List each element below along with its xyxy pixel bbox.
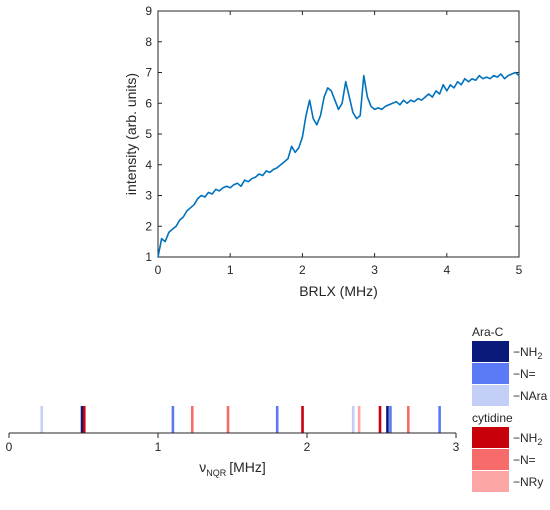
y-tick-label: 9 — [145, 4, 152, 18]
legend-label-main: −NH — [513, 345, 537, 359]
legend-label: −NRy — [513, 475, 543, 489]
y-tick-label: 7 — [145, 66, 152, 80]
legend-swatch — [472, 471, 509, 492]
legend-label-subscript: 2 — [537, 351, 542, 361]
legend-label-subscript: 2 — [537, 437, 542, 447]
x-tick-label: 1 — [155, 440, 162, 454]
nqr-lines — [40, 406, 441, 433]
legend-label: −NH2 — [513, 345, 542, 361]
legend-swatch — [472, 341, 509, 362]
legend-label-main: −NRy — [513, 475, 543, 489]
x-tick-label: 4 — [443, 263, 450, 277]
y-tick-label: 3 — [145, 189, 152, 203]
nu-symbol: ν — [199, 459, 206, 475]
top-x-axis-label: BRLX (MHz) — [299, 283, 378, 299]
legend-group-title: Ara-C — [472, 325, 504, 339]
y-tick-label: 8 — [145, 35, 152, 49]
legend-label-main: −NAra — [513, 389, 548, 403]
legend-group-title: cytidine — [472, 411, 513, 425]
y-tick-label: 6 — [145, 96, 152, 110]
legend-label: −NAra — [513, 389, 548, 403]
series-line — [157, 71, 520, 258]
top-x-ticks: 0 1 2 3 4 5 — [155, 11, 523, 277]
legend-swatch — [472, 449, 509, 470]
legend-label-main: −NH — [513, 431, 537, 445]
x-tick-label: 3 — [453, 440, 460, 454]
x-tick-label: 2 — [304, 440, 311, 454]
legend-swatch — [472, 363, 509, 384]
bottom-x-axis-label: νNQR [MHz] — [199, 459, 266, 478]
top-plot-frame — [157, 10, 520, 258]
x-tick-label: 2 — [299, 263, 306, 277]
legend-label: −NH2 — [513, 431, 542, 447]
x-tick-label: 1 — [227, 263, 234, 277]
y-tick-label: 4 — [145, 158, 152, 172]
bottom-x-ticks: 0 1 2 3 — [6, 433, 460, 454]
mhz-unit: [MHz] — [229, 459, 266, 475]
legend-label: −N= — [513, 367, 536, 381]
x-tick-label: 3 — [371, 263, 378, 277]
legend-label-main: −N= — [513, 367, 536, 381]
legend-swatch — [472, 385, 509, 406]
nqr-subscript: NQR — [206, 468, 227, 478]
y-tick-label: 5 — [145, 127, 152, 141]
y-tick-label: 1 — [145, 250, 152, 264]
x-tick-label: 0 — [155, 263, 162, 277]
x-tick-label: 0 — [6, 440, 13, 454]
top-y-axis-label: intensity (arb. units) — [123, 73, 139, 195]
legend-swatch — [472, 427, 509, 448]
top-y-ticks: 1 2 3 4 5 6 7 8 9 — [145, 4, 519, 264]
y-tick-label: 2 — [145, 219, 152, 233]
x-tick-label: 5 — [516, 263, 523, 277]
legend-label: −N= — [513, 453, 536, 467]
legend-label-main: −N= — [513, 453, 536, 467]
